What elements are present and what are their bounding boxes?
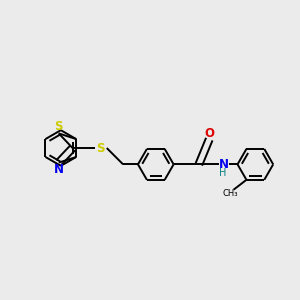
Text: CH₃: CH₃ [223,189,238,198]
Text: S: S [55,120,63,133]
Text: O: O [204,127,214,140]
Text: H: H [220,168,227,178]
Text: S: S [97,142,105,154]
Text: N: N [54,163,64,176]
Text: N: N [219,158,229,171]
